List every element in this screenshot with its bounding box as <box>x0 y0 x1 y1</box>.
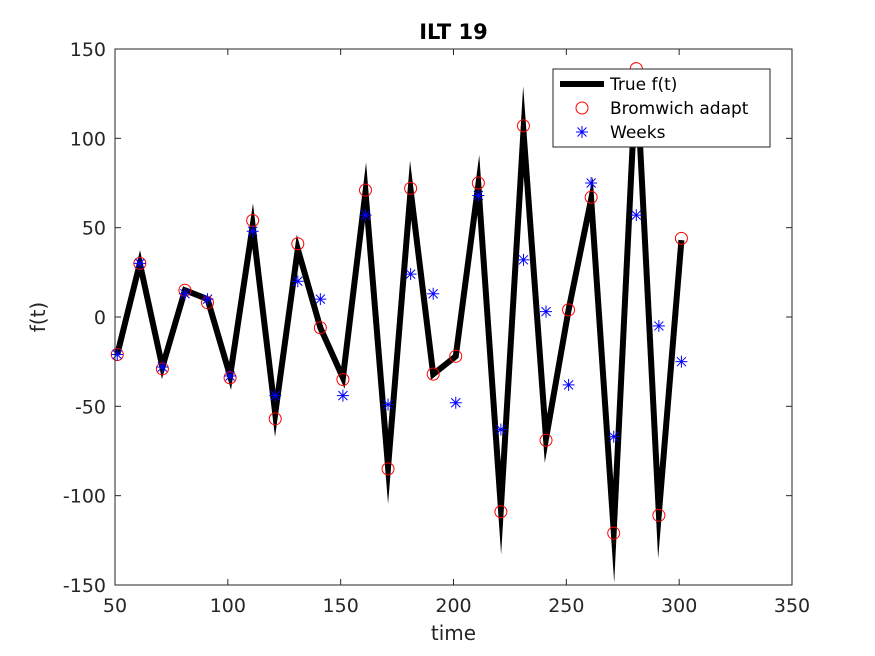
y-tick-label: 0 <box>94 307 106 329</box>
bromwich-point <box>313 321 327 335</box>
bromwich-point <box>516 119 530 133</box>
weeks-point <box>314 293 327 306</box>
bromwich-point <box>358 183 372 197</box>
y-tick-label: 150 <box>70 39 106 61</box>
weeks-point <box>427 287 440 300</box>
bromwich-point <box>381 462 395 476</box>
weeks-point <box>156 361 169 374</box>
bromwich-point <box>291 237 305 251</box>
y-tick-label: 100 <box>70 128 106 150</box>
weeks-point <box>359 209 372 222</box>
weeks-point <box>382 398 395 411</box>
legend-weeks-swatch <box>576 126 588 138</box>
x-tick-label: 150 <box>323 595 359 617</box>
x-tick-label: 300 <box>661 595 697 617</box>
series-true-ft-line <box>114 70 685 583</box>
bromwich-point <box>562 303 576 317</box>
bromwich-point <box>607 526 621 540</box>
data-marks <box>110 62 688 583</box>
weeks-point <box>562 378 575 391</box>
bromwich-point <box>584 190 598 204</box>
bromwich-point <box>494 505 508 519</box>
weeks-point <box>540 305 553 318</box>
weeks-point <box>224 369 237 382</box>
weeks-point <box>494 423 507 436</box>
bromwich-point <box>471 176 485 190</box>
y-tick-label: -100 <box>63 486 106 508</box>
x-tick-label: 250 <box>548 595 584 617</box>
weeks-point <box>585 177 598 189</box>
chart-title: ILT 19 <box>419 20 488 44</box>
bromwich-point <box>539 433 553 447</box>
weeks-point <box>178 287 191 300</box>
x-axis-label: time <box>431 621 476 645</box>
axis-ticks: 50 100 150 200 250 300 350 -150 -100 -50 0 50 100 150 <box>63 39 810 617</box>
x-tick-label: 50 <box>103 595 127 617</box>
weeks-point <box>404 268 417 281</box>
weeks-point <box>246 225 259 238</box>
weeks-point <box>269 389 282 402</box>
bromwich-point <box>426 367 440 381</box>
legend-weeks-label: Weeks <box>610 123 666 143</box>
weeks-point <box>517 253 530 266</box>
legend-bromwich-swatch <box>575 101 589 115</box>
bromwich-point <box>449 349 463 363</box>
legend-true-ft-label: True f(t) <box>609 75 677 95</box>
legend-bromwich-label: Bromwich adapt <box>610 99 749 119</box>
y-tick-label: 50 <box>82 218 106 240</box>
bromwich-point <box>268 412 282 426</box>
weeks-point <box>449 396 462 409</box>
weeks-point <box>630 209 643 222</box>
weeks-point <box>201 293 214 306</box>
weeks-point <box>607 430 620 443</box>
y-tick-label: -50 <box>75 396 106 418</box>
weeks-point <box>336 389 349 402</box>
x-tick-label: 350 <box>774 595 810 617</box>
y-axis-label: f(t) <box>26 302 50 333</box>
weeks-point <box>675 355 688 368</box>
legend: True f(t) Bromwich adapt Weeks <box>552 68 771 148</box>
bromwich-point <box>336 373 350 387</box>
weeks-point <box>472 189 485 202</box>
x-tick-label: 100 <box>210 595 246 617</box>
weeks-point <box>652 319 665 332</box>
bromwich-point <box>652 508 666 522</box>
y-tick-label: -150 <box>63 575 106 597</box>
weeks-point <box>111 348 124 361</box>
x-tick-label: 200 <box>435 595 471 617</box>
bromwich-point <box>674 231 688 245</box>
weeks-point <box>133 257 146 270</box>
weeks-point <box>291 275 304 288</box>
bromwich-point <box>404 181 418 195</box>
